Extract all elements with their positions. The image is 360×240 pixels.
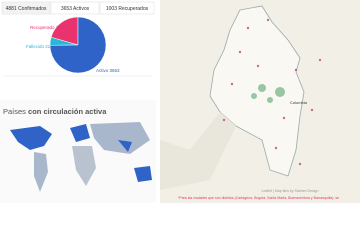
title-plain: Países	[3, 107, 26, 116]
note: *Para las ciudades que son distritos (Ca…	[178, 196, 339, 200]
tab[interactable]	[50, 1, 100, 15]
slice-label: Fallecido 225	[26, 44, 53, 49]
tab-label: 1003 Recuperados	[106, 6, 149, 12]
world-title: Países con circulación activa	[3, 107, 107, 116]
tab-label: 4881 Confirmados	[6, 6, 47, 12]
slice-name: Recuperado	[30, 25, 55, 30]
slice-label: Activo 3653	[96, 68, 120, 73]
tab[interactable]	[99, 1, 155, 15]
title-bold: con circulación activa	[28, 107, 107, 116]
attribution: Leaflet | Map tiles by Stamen Design	[262, 189, 319, 193]
pie-slice	[50, 16, 79, 46]
slice-value: 1003	[56, 25, 67, 30]
country-outline	[209, 5, 305, 177]
case-markers	[222, 18, 322, 166]
pie-slice	[49, 16, 107, 74]
slice-value: 3653	[110, 68, 121, 73]
country-label: Colombia	[290, 100, 308, 105]
slice-name: Fallecido	[26, 44, 45, 49]
tab[interactable]	[1, 1, 51, 15]
slice-name: Activo	[96, 68, 109, 73]
world-map	[10, 122, 152, 192]
pie-chart: Recuperado 1003 Fallecido 225 Activo 3653	[26, 16, 120, 74]
tab-label: 3653 Activos	[61, 6, 90, 12]
slice-label: Recuperado 1003	[30, 25, 66, 30]
dashboard: 4881 Confirmados 3653 Activos 1003 Recup…	[0, 0, 360, 203]
slice-value: 225	[45, 44, 53, 49]
neighbor	[160, 112, 236, 190]
